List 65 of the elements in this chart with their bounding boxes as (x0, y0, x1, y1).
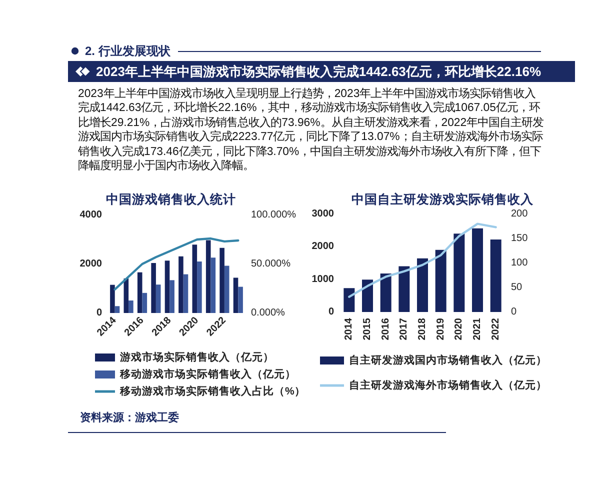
y-tick-label: 2000 (312, 241, 334, 252)
bar (128, 300, 134, 313)
bar (178, 256, 184, 313)
x-tick-label: 2014 (344, 318, 355, 340)
bar (110, 284, 115, 313)
y2-tick-label: 50.000% (251, 258, 291, 270)
bar (164, 260, 170, 313)
y-tick-label: 0 (328, 306, 334, 318)
y2-tick-label: 150 (511, 233, 528, 244)
y-tick-label: 2000 (80, 258, 102, 270)
bar (454, 234, 465, 312)
text: 2023年上半年中国游戏市场收入呈现明显上行趋势，2023年上半年中国游戏市场实际销售收入完成1442.63亿元，环比增长22.16%，其中，移动游戏市场实际销售收入完成1067.05亿元，环比增长29.21%，占游戏市场销售总收入的73.96%。从自主研发游戏来看，2022年中国自主研发游戏国内市场实际销售收入完成2223.77亿元，同比下降了13.07%；自主研发游戏海外市场实际销售收入完成173.46亿美元，同比下降3.70%，中国自主研发游戏海外市场收入有所下降，但下降幅度明显小于国内市场收入降幅。 (78, 87, 545, 174)
legend-label: 自主研发游戏国内市场销售收入（亿元） (349, 354, 547, 366)
x-tick-label: 2016 (380, 318, 392, 340)
y2-tick-label: 50 (511, 282, 523, 293)
bar (220, 248, 224, 313)
x-tick-label: 2018 (417, 318, 428, 340)
bar (192, 244, 198, 313)
bar (137, 272, 142, 313)
bar (344, 288, 355, 312)
bar (114, 306, 120, 313)
line-series (114, 237, 240, 291)
chart-title: 中国自主研发游戏实际销售收入 (352, 192, 534, 206)
x-tick-label: 2021 (472, 318, 483, 340)
x-tick-label: 2015 (362, 318, 373, 340)
y2-tick-label: 0.000% (251, 308, 286, 318)
bar (417, 258, 428, 312)
y2-tick-label: 200 (511, 208, 528, 220)
x-tick-label: 2019 (435, 318, 446, 340)
text: 2. 行业发展现状 (85, 42, 170, 60)
x-tick-label: 2022 (490, 318, 502, 340)
y2-tick-label: 0 (511, 306, 517, 318)
bar (238, 286, 243, 313)
legend-label: 自主研发游戏海外市场销售收入（亿元） (349, 378, 547, 392)
bar (224, 266, 230, 313)
y-tick-label: 3000 (312, 208, 334, 220)
bar (151, 263, 156, 313)
bar (156, 284, 161, 313)
text: 资料来源：游戏工委 (80, 410, 179, 425)
legend-label: 移动游戏市场实际销售收入占比（%） (119, 384, 306, 398)
x-tick-label: 2017 (398, 318, 410, 340)
chart-title: 中国游戏销售收入统计 (106, 192, 236, 206)
bar (142, 292, 148, 313)
text: 2023年上半年中国游戏市场实际销售收入完成1442.63亿元，环比增长22.16% (96, 63, 542, 81)
bar (170, 280, 174, 313)
y2-tick-label: 100 (511, 258, 528, 268)
bar (398, 266, 410, 312)
bar (362, 280, 373, 312)
legend-label: 移动游戏市场实际销售收入（亿元） (119, 368, 296, 380)
bar (183, 274, 188, 313)
bar (197, 262, 202, 313)
legend-label: 游戏市场实际销售收入（亿元） (119, 350, 274, 364)
bar (435, 250, 446, 312)
y-tick-label: 4000 (80, 210, 102, 220)
bar (380, 273, 392, 312)
bar (472, 228, 483, 312)
bar (210, 258, 216, 313)
bar (233, 278, 238, 313)
bar (490, 239, 502, 312)
x-tick-label: 2020 (454, 318, 465, 340)
y-tick-label: 0 (96, 308, 102, 318)
y-tick-label: 1000 (312, 274, 334, 285)
line-series (348, 222, 497, 298)
bar (206, 240, 211, 313)
y2-tick-label: 100.000% (251, 210, 296, 220)
